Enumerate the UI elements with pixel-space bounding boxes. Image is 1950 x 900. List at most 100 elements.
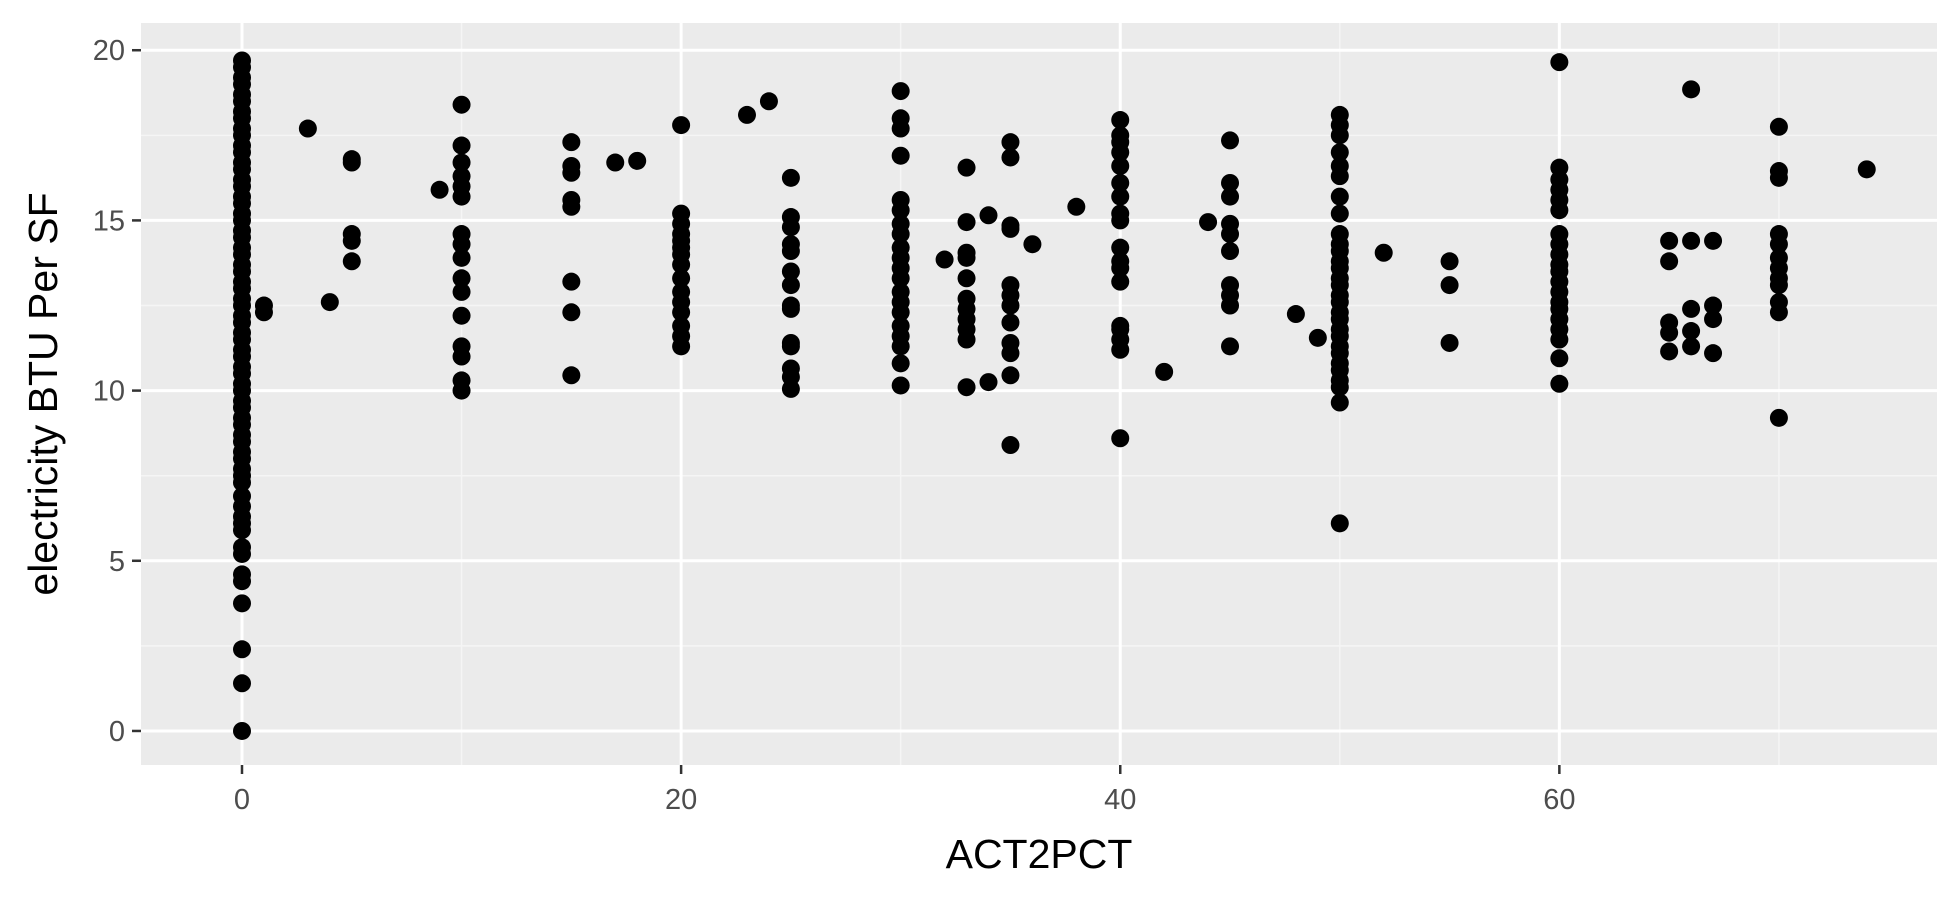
- data-point: [1221, 214, 1240, 233]
- data-point: [1660, 313, 1679, 332]
- data-point: [672, 269, 691, 288]
- data-point: [452, 153, 471, 172]
- data-point: [781, 235, 800, 254]
- y-tick-label: 15: [93, 205, 125, 237]
- data-point: [430, 180, 449, 199]
- data-point: [891, 282, 910, 301]
- data-point: [1440, 252, 1459, 271]
- data-point: [891, 316, 910, 335]
- data-point: [1221, 242, 1240, 261]
- data-point: [891, 146, 910, 165]
- data-point: [1001, 276, 1020, 295]
- data-point: [1769, 408, 1788, 427]
- data-point: [1111, 111, 1130, 130]
- data-point: [232, 538, 251, 557]
- data-point: [1111, 173, 1130, 192]
- data-point: [320, 293, 339, 312]
- data-point: [452, 248, 471, 267]
- data-point: [781, 262, 800, 281]
- data-point: [1330, 105, 1349, 124]
- x-tick-label: 20: [665, 784, 697, 816]
- y-tick-label: 20: [93, 35, 125, 67]
- data-point: [891, 190, 910, 209]
- data-point: [672, 316, 691, 335]
- data-point: [1001, 436, 1020, 455]
- data-point: [298, 119, 317, 138]
- data-point: [781, 168, 800, 187]
- data-point: [957, 213, 976, 232]
- data-point: [1221, 276, 1240, 295]
- data-point: [1330, 156, 1349, 175]
- data-point: [672, 116, 691, 135]
- y-axis-title: electricity BTU Per SF: [20, 192, 66, 595]
- data-point: [1199, 213, 1218, 232]
- y-tick-label: 0: [109, 716, 125, 748]
- x-tick-label: 60: [1543, 784, 1575, 816]
- data-points: [232, 51, 1876, 740]
- data-point: [1440, 333, 1459, 352]
- data-point: [342, 150, 361, 169]
- data-point: [1001, 313, 1020, 332]
- x-tick-label: 0: [234, 784, 250, 816]
- axis-ticks: [132, 48, 1561, 774]
- data-point: [1001, 133, 1020, 152]
- data-point: [1769, 117, 1788, 136]
- data-point: [1769, 248, 1788, 267]
- data-point: [1330, 393, 1349, 412]
- data-point: [1704, 310, 1723, 329]
- y-tick-labels: 0 5 10 15 20: [93, 35, 125, 748]
- data-point: [1660, 252, 1679, 271]
- data-point: [1550, 158, 1569, 177]
- data-point: [1111, 238, 1130, 257]
- data-point: [452, 306, 471, 325]
- data-point: [1660, 231, 1679, 250]
- data-point: [254, 296, 273, 315]
- data-point: [781, 333, 800, 352]
- data-point: [672, 204, 691, 223]
- data-point: [891, 238, 910, 257]
- data-point: [1111, 204, 1130, 223]
- data-point: [1111, 187, 1130, 206]
- data-point: [342, 252, 361, 271]
- data-point: [1857, 160, 1876, 179]
- data-point: [452, 136, 471, 155]
- data-point: [562, 133, 581, 152]
- data-point: [232, 640, 251, 659]
- data-point: [957, 289, 976, 308]
- data-point: [781, 359, 800, 378]
- data-point: [562, 366, 581, 385]
- x-axis-title: ACT2PCT: [946, 831, 1133, 877]
- y-tick-label: 5: [109, 546, 125, 578]
- data-point: [1330, 225, 1349, 244]
- data-point: [1155, 362, 1174, 381]
- data-point: [1067, 197, 1086, 216]
- data-point: [891, 214, 910, 233]
- data-point: [1330, 514, 1349, 533]
- data-point: [1550, 349, 1569, 368]
- data-point: [891, 354, 910, 373]
- data-point: [1769, 293, 1788, 312]
- data-point: [957, 378, 976, 397]
- data-point: [1704, 344, 1723, 363]
- data-point: [1001, 148, 1020, 167]
- data-point: [1111, 252, 1130, 271]
- data-point: [606, 153, 625, 172]
- data-point: [957, 158, 976, 177]
- data-point: [1330, 204, 1349, 223]
- data-point: [781, 296, 800, 315]
- data-point: [891, 109, 910, 128]
- data-point: [452, 269, 471, 288]
- data-point: [781, 208, 800, 227]
- data-point: [957, 243, 976, 262]
- data-point: [1001, 366, 1020, 385]
- data-point: [562, 272, 581, 291]
- data-point: [759, 92, 778, 111]
- data-point: [1682, 231, 1701, 250]
- data-point: [1286, 305, 1305, 324]
- x-tick-labels: 0 20 40 60: [234, 784, 1576, 816]
- data-point: [452, 371, 471, 390]
- data-point: [979, 206, 998, 225]
- data-point: [1769, 162, 1788, 181]
- data-point: [562, 303, 581, 322]
